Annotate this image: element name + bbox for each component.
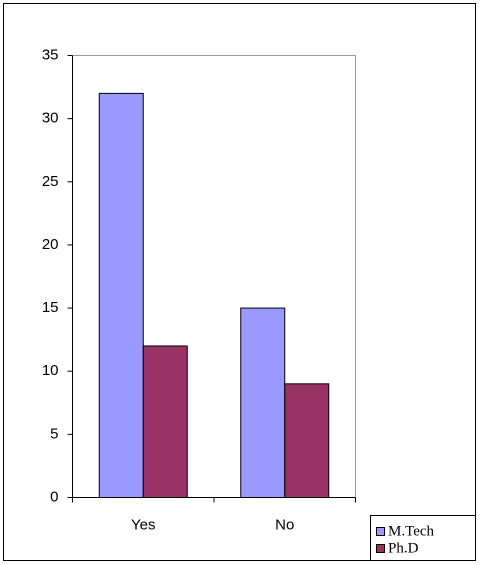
bar	[284, 383, 330, 499]
x-tick-label: No	[275, 516, 294, 533]
bar	[98, 92, 144, 498]
legend-swatch	[376, 544, 385, 553]
y-tick-label: 10	[42, 362, 59, 379]
bar	[240, 307, 286, 499]
x-tick-label: Yes	[131, 516, 155, 533]
legend-label: M.Tech	[388, 523, 435, 539]
y-tick-label: 5	[50, 425, 58, 442]
y-tick-label: 20	[42, 236, 59, 253]
legend-box	[370, 515, 476, 561]
y-tick-label: 0	[50, 488, 58, 505]
legend-swatch	[376, 527, 385, 536]
y-tick-label: 30	[42, 110, 59, 127]
y-tick-label: 35	[42, 46, 59, 63]
legend-label: Ph.D	[388, 540, 419, 556]
y-tick-label: 15	[42, 299, 59, 316]
bar	[142, 345, 188, 499]
y-tick-label: 25	[42, 173, 59, 190]
